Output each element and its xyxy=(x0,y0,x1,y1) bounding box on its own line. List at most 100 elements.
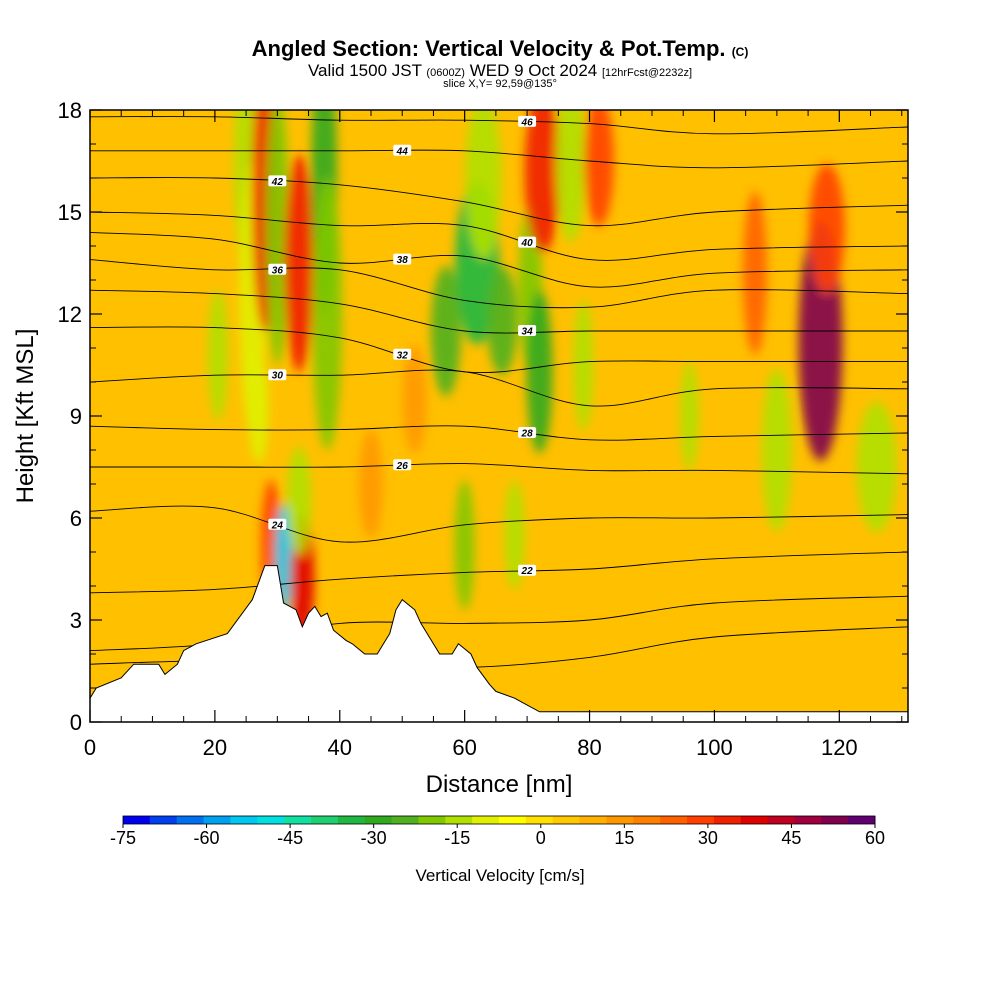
x-axis-title: Distance [nm] xyxy=(426,771,573,798)
velocity-cell-6 xyxy=(312,178,343,450)
colorbar-swatch xyxy=(337,816,366,824)
colorbar-swatch xyxy=(284,816,312,824)
svg-text:38: 38 xyxy=(397,255,409,266)
isentrope-label-40: 40 xyxy=(518,236,537,249)
terrain xyxy=(89,565,909,723)
x-tick-label: 120 xyxy=(821,735,858,760)
isentrope-32 xyxy=(90,326,908,373)
y-tick-label: 15 xyxy=(58,200,82,225)
colorbar-swatch xyxy=(391,816,419,824)
y-tick-label: 0 xyxy=(70,710,82,735)
svg-text:40: 40 xyxy=(521,238,534,249)
colorbar-tick-label: 45 xyxy=(781,828,801,848)
colorbar-swatch xyxy=(579,816,607,824)
colorbar-tick-label: 0 xyxy=(536,828,546,848)
chart-subtitle: Valid 1500 JST (0600Z) WED 9 Oct 2024 [1… xyxy=(307,61,693,80)
isentrope-26 xyxy=(90,463,908,475)
isentrope-label-32: 32 xyxy=(393,348,412,361)
colorbar-swatch xyxy=(633,816,661,824)
y-tick-label: 6 xyxy=(70,506,82,531)
colorbar-swatch xyxy=(499,816,527,824)
colorbar-swatch xyxy=(794,816,822,824)
velocity-cell-22 xyxy=(524,110,561,253)
isentrope-38 xyxy=(90,231,908,288)
isentrope-24 xyxy=(90,505,908,543)
x-tick-label: 60 xyxy=(452,735,476,760)
colorbar-swatch xyxy=(203,816,231,824)
colorbar-swatch xyxy=(606,816,634,824)
colorbar-title: Vertical Velocity [cm/s] xyxy=(415,866,584,885)
colorbar-swatch xyxy=(472,816,500,824)
isentrope-label-34: 34 xyxy=(518,325,537,338)
isentrope-label-46: 46 xyxy=(518,115,537,128)
colorbar-tick-label: -75 xyxy=(110,828,136,848)
velocity-cell-4 xyxy=(284,154,315,372)
x-tick-label: 40 xyxy=(328,735,352,760)
y-axis-title: Height [Kft MSL] xyxy=(12,329,39,504)
colorbar-tick-label: 15 xyxy=(614,828,634,848)
colorbar: -75 -60 -45 -30 -15 0 15 30 45 60 xyxy=(110,815,885,848)
colorbar-swatch xyxy=(821,816,849,824)
colorbar-swatch xyxy=(418,816,446,824)
svg-text:28: 28 xyxy=(521,429,534,440)
colorbar-swatch xyxy=(123,816,151,824)
colorbar-swatch xyxy=(525,816,554,824)
velocity-cell-13 xyxy=(359,429,383,539)
colorbar-swatch xyxy=(364,816,393,824)
svg-text:30: 30 xyxy=(272,371,284,382)
svg-text:26: 26 xyxy=(396,461,409,472)
colorbar-swatch xyxy=(767,816,795,824)
isentrope-44 xyxy=(90,149,908,169)
velocity-cell-7 xyxy=(208,289,228,421)
axis-ticks: 0 20 40 60 80 100 120 0 3 6 9 12 15 18 xyxy=(58,98,908,760)
velocity-cell-32 xyxy=(856,401,897,533)
velocity-cell-29 xyxy=(761,368,792,532)
x-tick-label: 20 xyxy=(203,735,227,760)
isentrope-34 xyxy=(90,289,908,334)
x-tick-label: 0 xyxy=(84,735,96,760)
colorbar-swatch xyxy=(552,816,581,824)
velocity-field xyxy=(208,110,897,645)
isentrope-40 xyxy=(90,211,908,261)
y-tick-label: 18 xyxy=(58,98,82,123)
chart-title: Angled Section: Vertical Velocity & Pot.… xyxy=(251,36,749,61)
isentrope-22 xyxy=(90,551,908,594)
colorbar-tick-label: -30 xyxy=(361,828,387,848)
colorbar-swatch xyxy=(149,816,178,824)
isentrope-label-24: 24 xyxy=(268,518,287,531)
velocity-cell-3 xyxy=(265,110,290,365)
x-tick-label: 80 xyxy=(577,735,601,760)
velocity-cell-24 xyxy=(555,110,586,243)
colorbar-swatch xyxy=(713,816,742,824)
velocity-cell-12 xyxy=(287,446,312,556)
colorbar-swatch xyxy=(687,816,715,824)
colorbar-swatch xyxy=(257,816,285,824)
y-tick-label: 3 xyxy=(70,608,82,633)
colorbar-swatch xyxy=(176,816,205,824)
isentrope-label-30: 30 xyxy=(268,369,287,382)
isentrope-36 xyxy=(90,259,908,309)
svg-text:34: 34 xyxy=(522,327,534,338)
isentrope-label-28: 28 xyxy=(518,427,537,440)
velocity-cell-20 xyxy=(504,480,525,590)
colorbar-tick-label: 30 xyxy=(698,828,718,848)
isentrope-label-26: 26 xyxy=(393,459,412,472)
isentrope-28 xyxy=(90,425,908,441)
colorbar-tick-label: -60 xyxy=(194,828,220,848)
slice-info: slice X,Y= 92,59@135° xyxy=(443,78,557,90)
colorbar-swatch xyxy=(740,816,769,824)
isentrope-label-44: 44 xyxy=(393,144,412,157)
isentrope-42 xyxy=(90,177,908,227)
svg-text:22: 22 xyxy=(521,566,534,577)
y-tick-label: 9 xyxy=(70,404,82,429)
velocity-cell-16 xyxy=(454,479,475,611)
colorbar-swatch xyxy=(311,816,339,824)
velocity-cell-31 xyxy=(808,163,845,295)
svg-text:44: 44 xyxy=(396,146,409,157)
isentrope-label-22: 22 xyxy=(518,564,537,577)
y-tick-label: 12 xyxy=(58,302,82,327)
colorbar-swatch xyxy=(848,816,876,824)
x-tick-label: 100 xyxy=(696,735,733,760)
velocity-cell-8 xyxy=(248,354,269,464)
